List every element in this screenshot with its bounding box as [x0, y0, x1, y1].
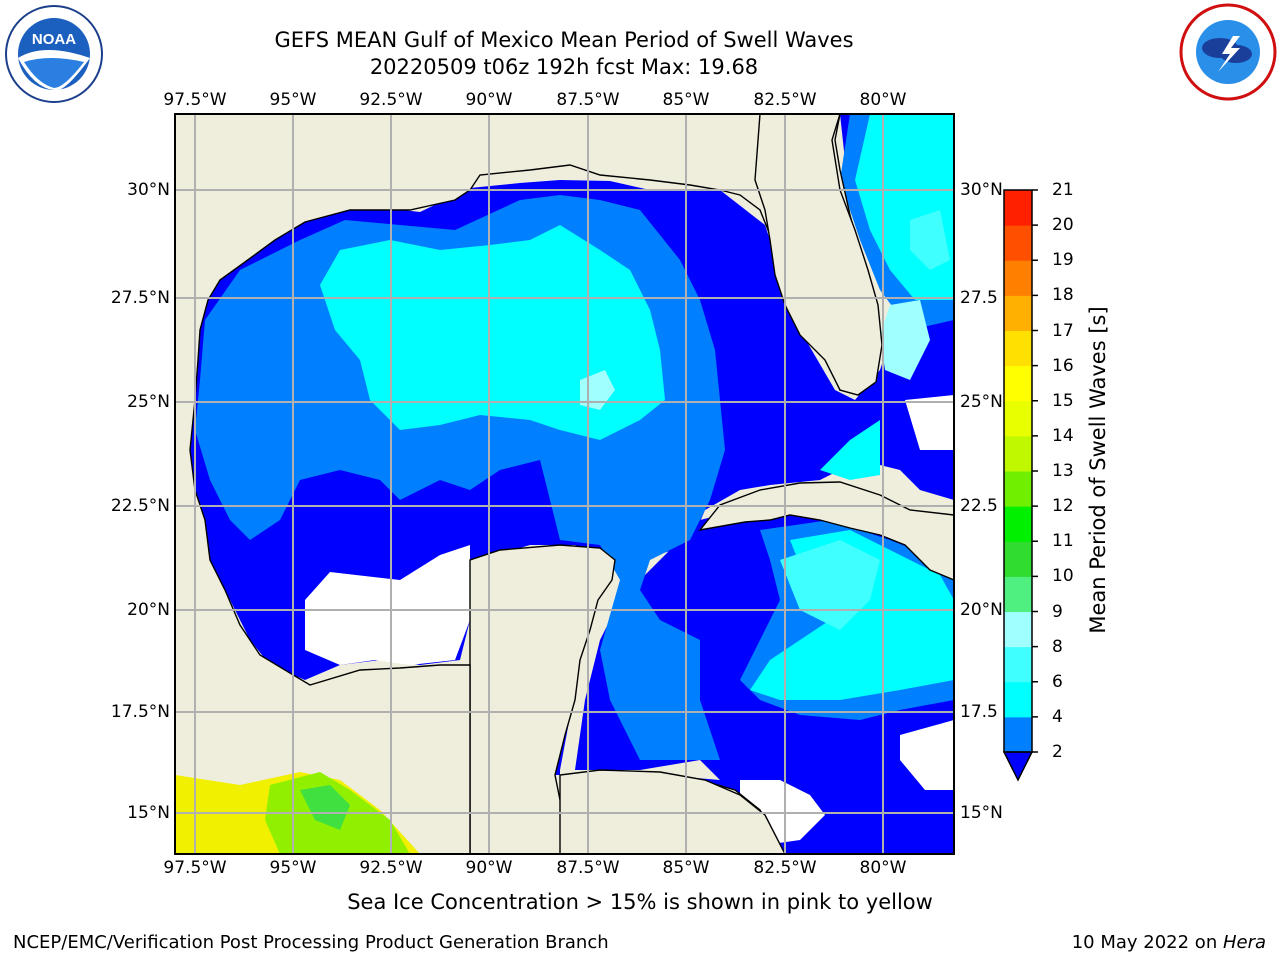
lat-tick-right: 25°N: [960, 392, 1003, 412]
map-gridlines: [175, 114, 954, 854]
lon-tick-bottom: 90°W: [465, 858, 513, 878]
colorbar-tick-label: 20: [1052, 215, 1074, 236]
colorbar-segment: [1004, 225, 1032, 261]
colorbar-tick-label: 9: [1052, 601, 1063, 622]
lat-tick-left: 30°N: [127, 180, 170, 200]
colorbar-segment: [1004, 190, 1032, 226]
swell-8s-patch-3: [910, 210, 950, 270]
lon-tick-bottom: 80°W: [859, 858, 907, 878]
yucatan-peninsula: [469, 544, 781, 854]
colorbar-segment: [1004, 646, 1032, 683]
swell-8s-patch-4: [780, 540, 880, 630]
lat-tick-left: 17.5°N: [110, 702, 170, 722]
colorbar-segment: [1004, 295, 1032, 331]
colorbar-tick-label: 10: [1052, 566, 1074, 587]
credit-date: 10 May 2022 on: [1071, 932, 1223, 953]
colorbar-segment: [1004, 471, 1032, 507]
colorbar-segment: [1004, 611, 1032, 648]
lon-tick-bottom: 82.5°W: [753, 858, 817, 878]
lon-tick-bottom: 85°W: [662, 858, 710, 878]
nws-logo-icon: [1179, 3, 1277, 101]
credit-right: 10 May 2022 on Hera: [1072, 932, 1266, 953]
colorbar: [1002, 189, 1038, 782]
colorbar-segment: [1004, 541, 1032, 577]
credit-left: NCEP/EMC/Verification Post Processing Pr…: [13, 932, 609, 953]
noaa-logo-icon: NOAA: [5, 5, 103, 103]
colorbar-label: Mean Period of Swell Waves [s]: [1086, 306, 1110, 634]
colorbar-tick-label: 17: [1052, 320, 1074, 341]
lat-tick-right: 30°N: [960, 180, 1003, 200]
lon-tick-bottom: 92.5°W: [359, 858, 423, 878]
lat-tick-left: 27.5°N: [110, 288, 170, 308]
lon-tick-top: 82.5°W: [753, 90, 817, 110]
lon-tick-bottom: 95°W: [269, 858, 317, 878]
lon-tick-top: 90°W: [465, 90, 513, 110]
colorbar-tick-label: 6: [1052, 671, 1063, 692]
colorbar-tick-label: 21: [1052, 180, 1074, 200]
lat-tick-right: 20°N: [960, 600, 1003, 620]
lat-tick-left: 20°N: [127, 600, 170, 620]
bahamas-nodata: [905, 395, 954, 450]
colorbar-tick-label: 13: [1052, 461, 1074, 481]
pacific-swell-bright-green: [300, 785, 350, 830]
lon-tick-top: 95°W: [269, 90, 317, 110]
colorbar-segment: [1004, 330, 1032, 367]
colorbar-under-arrow: [1002, 751, 1034, 782]
colorbar-segment: [1004, 260, 1032, 296]
colorbar-tick-label: 2: [1052, 742, 1063, 762]
map-title: GEFS MEAN Gulf of Mexico Mean Period of …: [274, 28, 854, 52]
colorbar-tick-label: 4: [1052, 706, 1063, 727]
lon-tick-top: 80°W: [859, 90, 907, 110]
colorbar-tick-label: 12: [1052, 496, 1074, 517]
lat-tick-right: 22.5: [960, 496, 998, 516]
lat-tick-left: 25°N: [127, 392, 170, 412]
lat-tick-right: 17.5: [960, 702, 998, 722]
colorbar-segment: [1004, 716, 1032, 753]
colorbar-segment: [1004, 506, 1032, 542]
lat-tick-left: 22.5°N: [110, 496, 170, 516]
colorbar-tick-label: 18: [1052, 285, 1074, 306]
colorbar-tick-label: 16: [1052, 355, 1074, 376]
lat-tick-left: 15°N: [127, 803, 170, 823]
svg-text:NOAA: NOAA: [32, 31, 76, 48]
lon-tick-top: 92.5°W: [359, 90, 423, 110]
lat-tick-right: 15°N: [960, 803, 1003, 823]
colorbar-tick-label: 8: [1052, 636, 1063, 657]
east-caribbean-nodata: [900, 720, 954, 790]
colorbar-tick-label: 19: [1052, 250, 1074, 271]
colorbar-tick-label: 15: [1052, 390, 1074, 411]
lon-tick-top: 97.5°W: [163, 90, 227, 110]
map-frame: [174, 113, 955, 855]
lon-tick-bottom: 87.5°W: [556, 858, 620, 878]
lon-tick-top: 85°W: [662, 90, 710, 110]
map-subtitle: 20220509 t06z 192h fcst Max: 19.68: [369, 55, 759, 79]
swell-8s-patch-2: [880, 300, 930, 380]
lon-tick-top: 87.5°W: [556, 90, 620, 110]
lon-tick-bottom: 97.5°W: [163, 858, 227, 878]
credit-host: Hera: [1222, 932, 1266, 953]
colorbar-tick-label: 11: [1052, 531, 1074, 552]
florida-straits-swell-6s: [820, 420, 880, 480]
colorbar-segment: [1004, 681, 1032, 718]
colorbar-segment: [1004, 576, 1032, 612]
colorbar-segment: [1004, 435, 1032, 472]
colorbar-segment: [1004, 365, 1032, 402]
sea-ice-note: Sea Ice Concentration > 15% is shown in …: [347, 890, 933, 914]
gulf-swell-6s: [320, 225, 665, 440]
footnote: Sea Ice Concentration > 15% is shown in …: [0, 890, 1280, 914]
colorbar-segment: [1004, 400, 1032, 437]
colorbar-tick-label: 14: [1052, 425, 1074, 446]
bay-of-campeche-nodata: [305, 545, 470, 665]
lat-tick-right: 27.5: [960, 288, 998, 308]
